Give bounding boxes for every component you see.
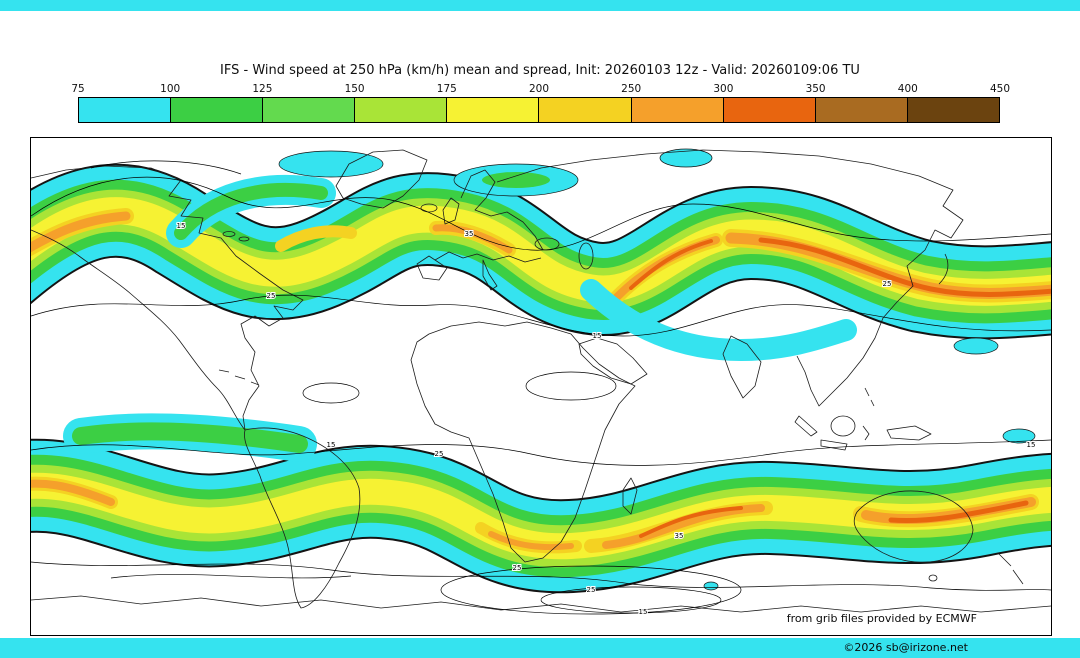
colorbar-tick-label: 175 [436,83,457,95]
colorbar-segments [78,97,1000,123]
colorbar-segment [722,98,815,122]
contour-label: 15 [177,222,186,230]
colorbar-tick-label: 300 [713,83,734,95]
map-bottom-edge-strip: ©2026 sb@irizone.net [0,638,1080,658]
contour-label: 25 [513,564,522,572]
colorbar-tick-label: 125 [252,83,273,95]
jet-stream-bands [31,163,1051,594]
colorbar-tick-label: 100 [160,83,181,95]
colorbar-tick-label: 350 [805,83,826,95]
contour-value-labels: 15 25 35 15 25 15 35 25 15 25 15 25 [176,221,1037,617]
colorbar-segment [262,98,355,122]
chart-title: IFS - Wind speed at 250 hPa (km/h) mean … [220,63,860,78]
colorbar-segment [170,98,263,122]
world-map: 15 25 35 15 25 15 35 25 15 25 15 25 from… [30,137,1052,636]
colorbar-tick-label: 250 [621,83,642,95]
contour-label: 25 [883,280,892,288]
contour-label: 15 [639,608,648,616]
contour-label: 15 [1027,441,1036,449]
contour-label: 25 [267,292,276,300]
colorbar-ticks: 75 100 125 150 175 200 250 300 350 400 450 [71,83,1010,96]
colorbar-segment [538,98,631,122]
colorbar-segment [814,98,907,122]
contour-label: 25 [435,450,444,458]
wind-speed-field: 15 25 35 15 25 15 35 25 15 25 15 25 [31,148,1051,617]
colorbar-tick-label: 150 [344,83,365,95]
contour-label: 15 [327,441,336,449]
low-speed-patches [278,148,1036,591]
colorbar-segment [79,98,171,122]
colorbar-tick-label: 400 [897,83,918,95]
data-source-attribution: from grib files provided by ECMWF [786,612,977,625]
colorbar-tick-label: 200 [528,83,550,95]
colorbar-tick-label: 450 [989,83,1011,95]
colorbar-tick-label: 75 [71,83,85,95]
colorbar-segment [906,98,999,122]
colorbar-segment [446,98,539,122]
contour-label: 35 [675,532,684,540]
contour-label: 35 [465,230,474,238]
colorbar-segment [354,98,447,122]
contour-label: 15 [593,332,602,340]
spread-contours [31,160,1051,615]
colorbar: 75 100 125 150 175 200 250 300 350 400 450 [71,83,1010,123]
contour-label: 25 [587,586,596,594]
copyright-text: ©2026 sb@irizone.net [843,641,968,654]
map-top-edge-strip [0,0,1080,11]
colorbar-segment [630,98,723,122]
